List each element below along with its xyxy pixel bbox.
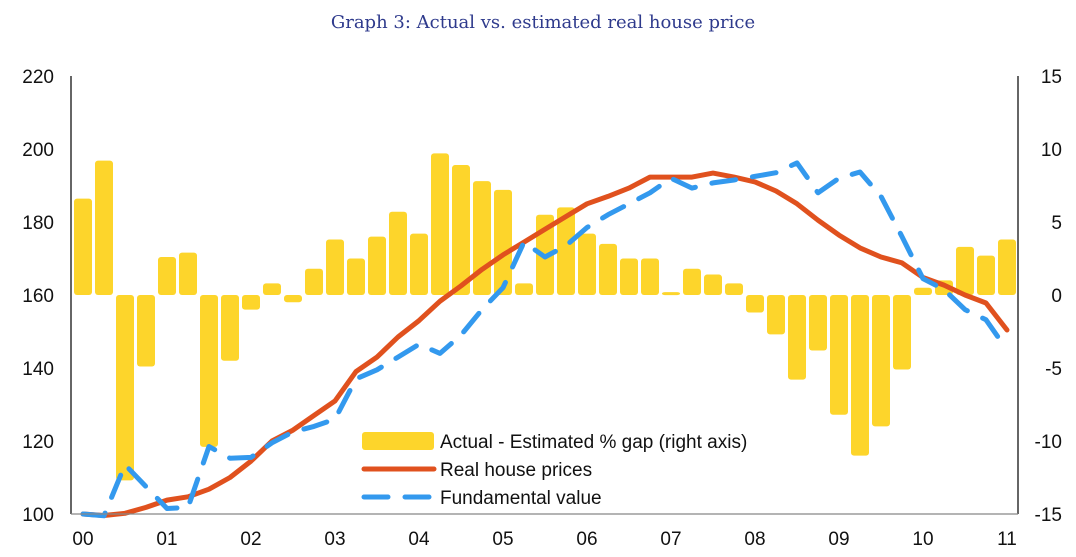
gap-bar — [200, 295, 218, 447]
gap-bar — [494, 189, 512, 295]
gap-bar — [914, 287, 932, 295]
gap-bar — [347, 258, 365, 295]
left-tick-label: 180 — [22, 213, 54, 234]
gap-bar — [893, 295, 911, 370]
gap-bar — [725, 283, 743, 295]
gap-bar — [74, 198, 92, 295]
left-tick-label: 160 — [22, 286, 54, 307]
gap-bar — [578, 233, 596, 295]
real-house-prices-line — [80, 170, 1010, 518]
x-tick-label: 03 — [324, 529, 345, 550]
gap-bar — [830, 295, 848, 415]
gap-bar — [284, 295, 302, 303]
legend-swatch-gap — [362, 432, 434, 450]
x-tick-label: 00 — [72, 529, 93, 550]
x-tick-label: 10 — [912, 529, 933, 550]
right-tick-label: -15 — [1035, 505, 1062, 526]
fundamental-value-line — [80, 160, 1010, 519]
gap-bar — [872, 295, 890, 427]
right-tick-label: -5 — [1045, 359, 1062, 380]
x-tick-label: 04 — [408, 529, 430, 550]
gap-bar — [767, 295, 785, 335]
left-tick-label: 200 — [22, 140, 54, 161]
gap-bar — [956, 246, 974, 295]
chart-title: Graph 3: Actual vs. estimated real house… — [330, 12, 756, 33]
legend-label-real-price: Real house prices — [440, 460, 592, 481]
gap-bar — [662, 292, 680, 296]
gap-bar — [179, 252, 197, 295]
gap-bar — [326, 239, 344, 295]
legend-label-fundamental: Fundamental value — [440, 488, 602, 509]
gap-bar — [641, 258, 659, 295]
x-axis-ticks: 00 01 02 03 04 05 06 07 08 09 10 11 — [72, 529, 1016, 550]
gap-bar — [368, 236, 386, 295]
left-tick-label: 100 — [22, 505, 54, 526]
gap-bar — [683, 268, 701, 295]
left-tick-label: 220 — [22, 67, 54, 88]
gap-bar — [263, 283, 281, 295]
x-tick-label: 06 — [576, 529, 597, 550]
gap-bar — [620, 258, 638, 295]
right-axis-ticks: -15 -10 -5 0 5 10 15 — [1035, 67, 1062, 526]
legend-label-gap: Actual - Estimated % gap (right axis) — [440, 432, 747, 453]
gap-bar — [116, 295, 134, 481]
gap-bar — [998, 239, 1016, 295]
gap-bar — [788, 295, 806, 380]
gap-bar — [704, 274, 722, 295]
price-lines — [80, 160, 1010, 519]
right-tick-label: 15 — [1041, 67, 1062, 88]
x-tick-label: 01 — [156, 529, 177, 550]
right-tick-label: -10 — [1035, 432, 1062, 453]
gap-bar — [137, 295, 155, 367]
right-tick-label: 10 — [1041, 140, 1062, 161]
gap-bar — [431, 153, 449, 295]
gap-bar — [599, 243, 617, 295]
x-tick-label: 07 — [660, 529, 681, 550]
x-tick-label: 09 — [828, 529, 849, 550]
legend: Actual - Estimated % gap (right axis) Re… — [361, 432, 747, 509]
gap-bar — [557, 207, 575, 295]
gap-bar — [389, 211, 407, 295]
gap-bar — [851, 295, 869, 456]
gap-bar — [452, 165, 470, 295]
gap-bar — [221, 295, 239, 361]
left-tick-label: 120 — [22, 432, 54, 453]
gap-bar — [473, 181, 491, 295]
right-tick-label: 0 — [1051, 286, 1062, 307]
gap-bar — [410, 233, 428, 295]
right-tick-label: 5 — [1051, 213, 1062, 234]
gap-bar — [809, 295, 827, 351]
gap-bar — [515, 283, 533, 295]
gap-bar — [746, 295, 764, 313]
gap-bar — [977, 255, 995, 295]
left-axis-ticks: 100 120 140 160 180 200 220 — [22, 67, 54, 526]
x-tick-label: 08 — [744, 529, 765, 550]
gap-bar — [158, 257, 176, 295]
gap-bar — [242, 295, 260, 310]
gap-bar — [305, 268, 323, 295]
x-tick-label: 02 — [240, 529, 261, 550]
left-tick-label: 140 — [22, 359, 54, 380]
x-tick-label: 11 — [997, 529, 1017, 550]
x-tick-label: 05 — [492, 529, 513, 550]
gap-bar — [95, 160, 113, 295]
